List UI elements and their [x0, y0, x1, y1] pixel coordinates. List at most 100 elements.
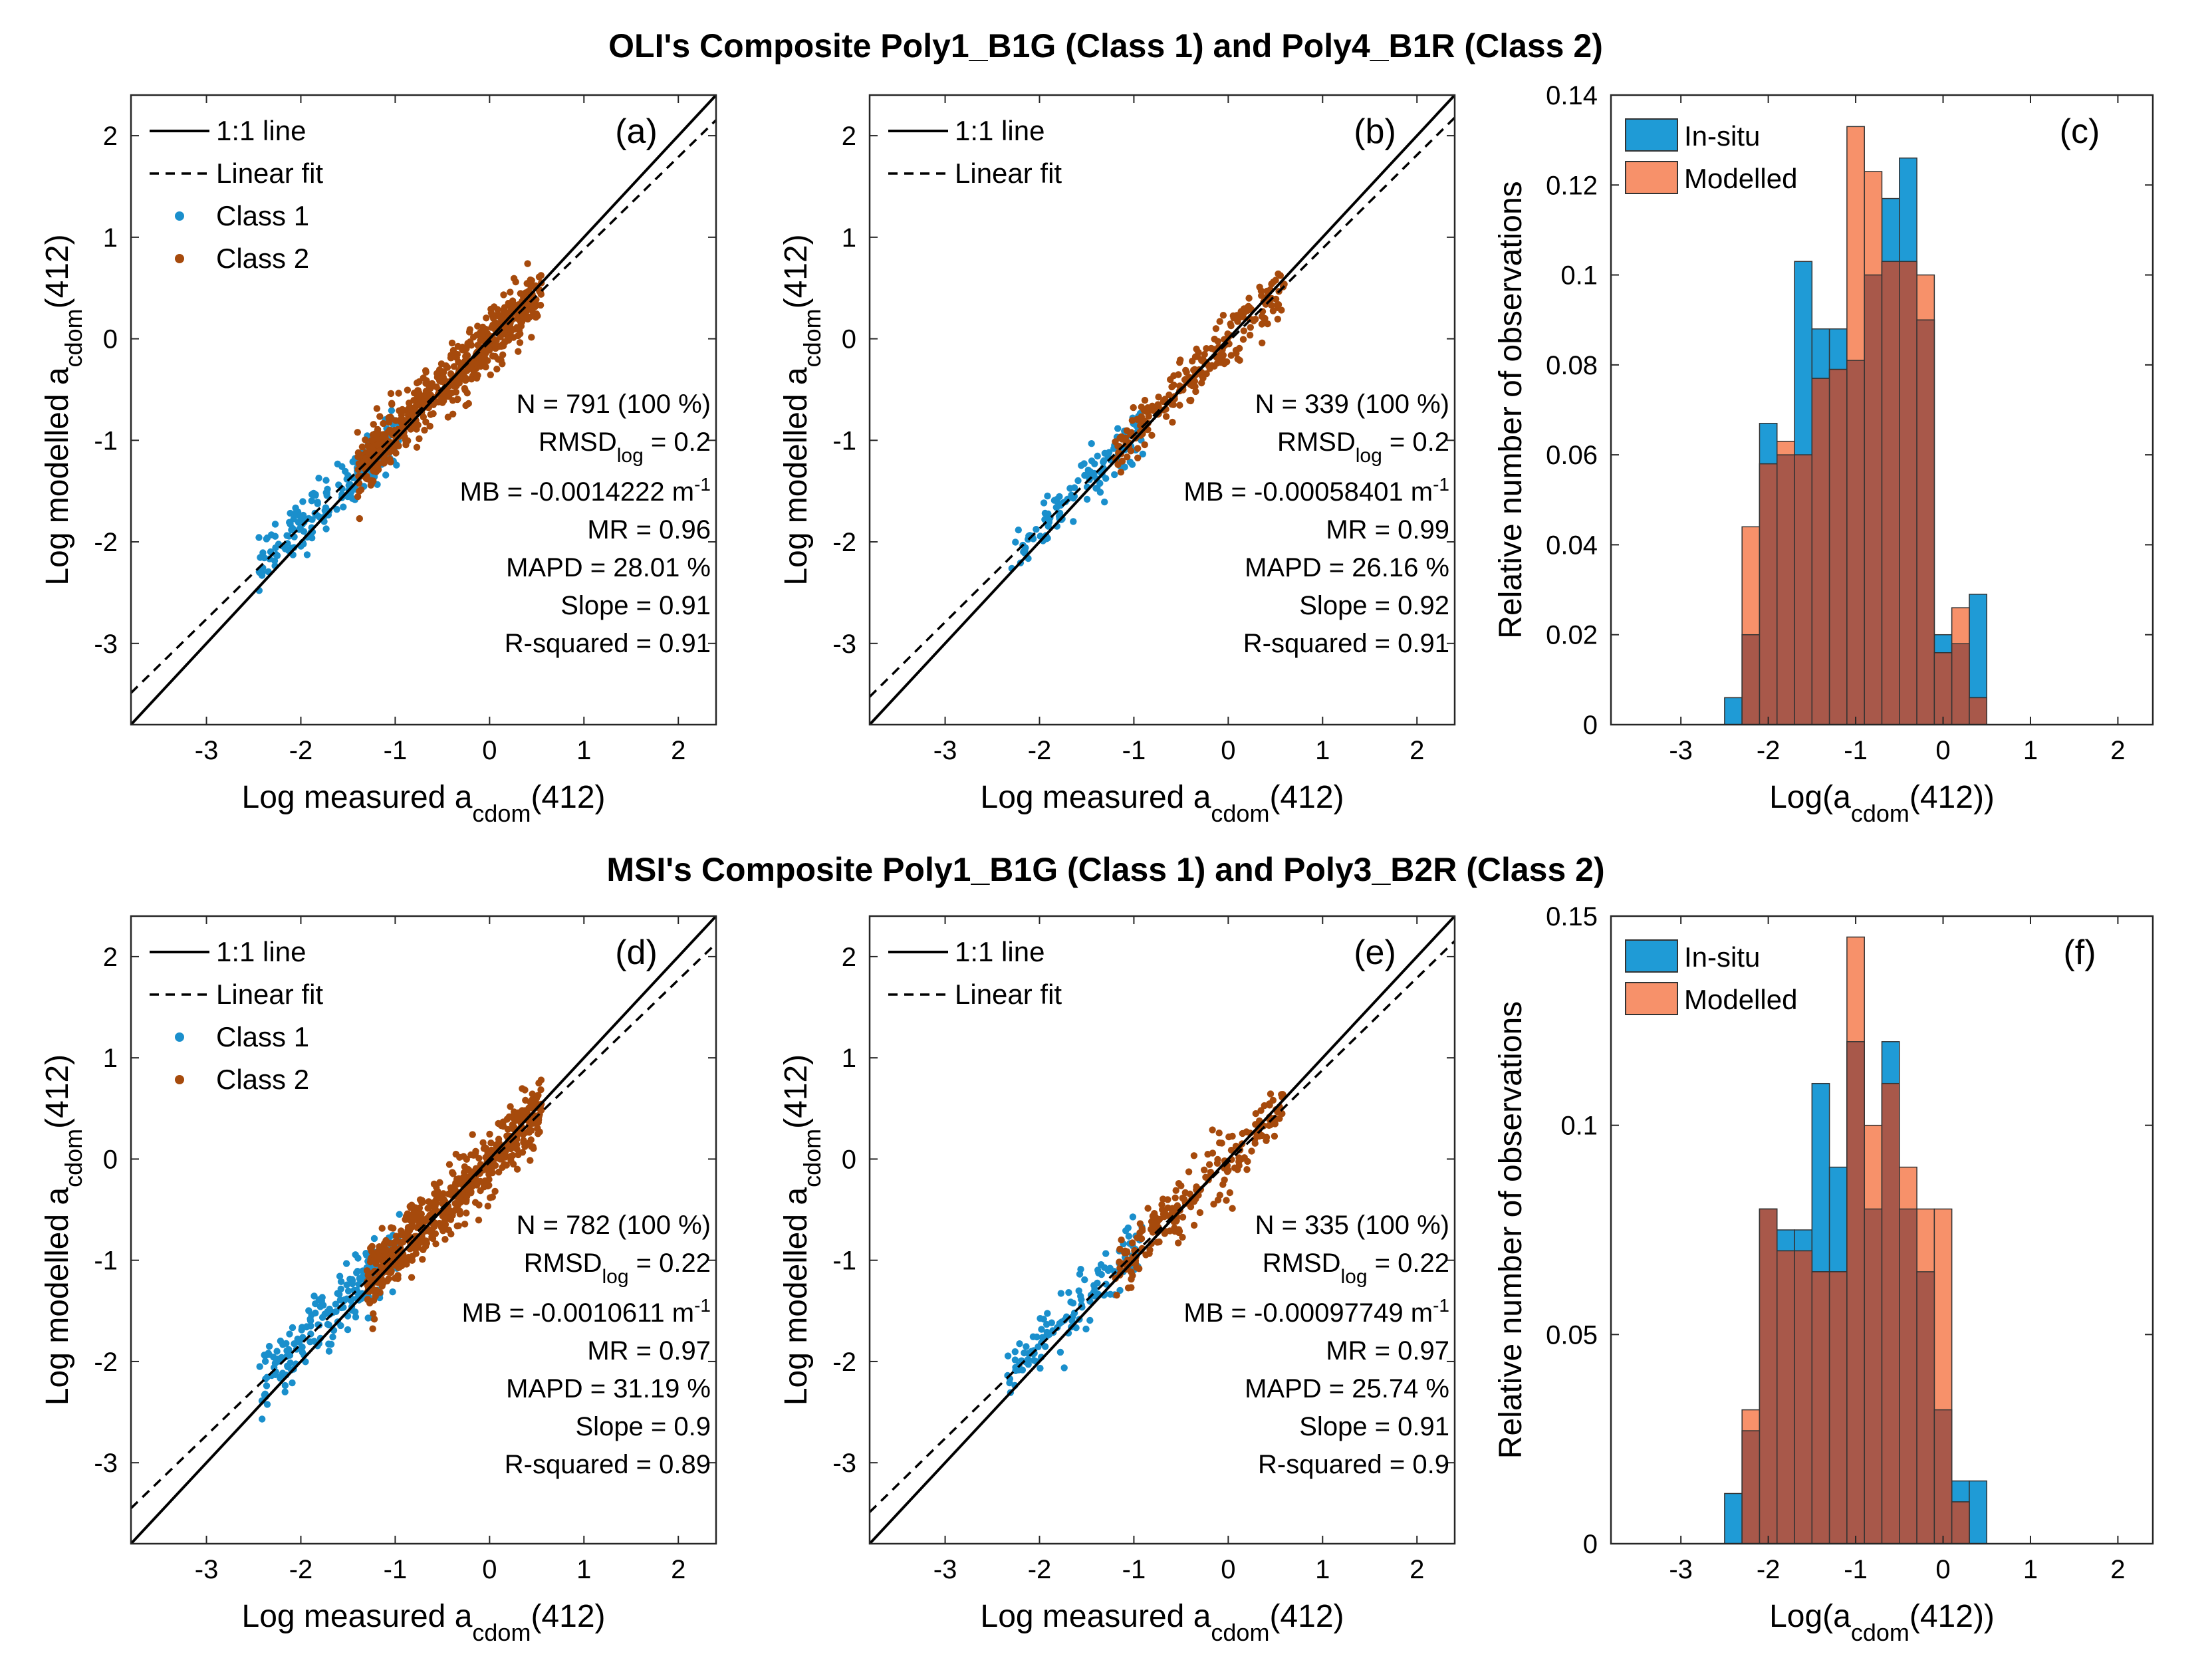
- class1-point: [1070, 518, 1077, 525]
- class2-point: [489, 1193, 496, 1201]
- class2-point: [1169, 1208, 1176, 1216]
- class1-point: [316, 1303, 324, 1310]
- y-tick-label: 0: [842, 1145, 856, 1174]
- class2-point: [1113, 1292, 1120, 1299]
- class2-point: [1117, 469, 1125, 476]
- class2-point: [1175, 1226, 1183, 1233]
- class1-point: [1033, 526, 1040, 533]
- class2-point: [516, 339, 524, 346]
- class2-point: [507, 289, 514, 296]
- class2-point: [473, 374, 481, 382]
- class2-point: [1201, 1166, 1208, 1174]
- class1-point: [291, 1340, 298, 1348]
- class2-point: [426, 422, 433, 430]
- class1-point: [337, 1322, 344, 1330]
- class1-point: [325, 1340, 332, 1348]
- class2-point: [453, 354, 460, 362]
- class2-point: [537, 301, 545, 309]
- one-to-one-line: [131, 95, 716, 725]
- class2-point: [386, 458, 394, 465]
- class2-point: [535, 1092, 542, 1099]
- class2-point: [507, 328, 515, 335]
- overlap-bar: [1864, 274, 1883, 725]
- x-tick-label: -3: [1669, 1555, 1693, 1584]
- class2-point: [464, 1165, 472, 1173]
- class2-point: [1227, 1146, 1235, 1154]
- class2-point: [477, 1187, 484, 1195]
- class2-point: [526, 1139, 533, 1147]
- class1-point: [1040, 499, 1048, 507]
- class2-point: [1226, 1189, 1234, 1197]
- insitu-bar: [1969, 1480, 1987, 1544]
- class2-point: [513, 1145, 521, 1153]
- y-tick-label: -2: [94, 1348, 118, 1377]
- class2-point: [1258, 320, 1266, 328]
- legend: 1:1 line Linear fit: [888, 936, 1062, 1010]
- class1-point: [271, 521, 279, 528]
- class2-point: [1216, 318, 1223, 325]
- class2-point: [412, 1204, 419, 1211]
- class1-point: [396, 1211, 403, 1218]
- class2-point: [529, 1103, 537, 1111]
- class1-point: [1070, 484, 1078, 491]
- plot-content: [131, 95, 716, 725]
- class2-point: [1247, 324, 1255, 331]
- class2-point: [522, 1096, 529, 1104]
- panel-label: (b): [1354, 112, 1396, 151]
- class2-point: [480, 1180, 487, 1187]
- class2-point: [1130, 404, 1137, 412]
- class2-point: [484, 1203, 491, 1210]
- class2-point: [388, 1224, 395, 1231]
- class1-point: [1069, 1299, 1077, 1307]
- class2-point: [455, 378, 462, 386]
- y-tick-label: 1: [842, 223, 856, 253]
- class2-point: [414, 401, 422, 408]
- x-tick-label: -2: [1757, 1555, 1781, 1584]
- legend: In-situ Modelled: [1625, 939, 1797, 1015]
- x-tick-label: 2: [2110, 1555, 2125, 1584]
- x-tick-label: -2: [1028, 1555, 1052, 1584]
- y-axis-label: Log modelled acdom(412): [40, 234, 87, 585]
- class2-point: [405, 1211, 413, 1219]
- class1-point: [1102, 475, 1110, 482]
- class1-point: [259, 549, 267, 556]
- class2-point: [441, 1236, 449, 1243]
- class2-point: [1213, 359, 1221, 367]
- class2-point: [515, 332, 522, 340]
- class1-point: [1077, 1266, 1084, 1273]
- axes-frame: [868, 94, 1456, 726]
- class2-point: [468, 364, 475, 372]
- class1-point: [1088, 440, 1095, 447]
- class2-point: [421, 426, 428, 434]
- class1-point: [1086, 1316, 1094, 1324]
- class1-point: [1016, 1340, 1023, 1348]
- class2-point: [1149, 1229, 1157, 1236]
- class2-point: [524, 260, 531, 267]
- class2-point: [537, 1086, 545, 1094]
- legend-label: 1:1 line: [955, 115, 1045, 146]
- class2-point: [1194, 353, 1201, 360]
- class1-point: [1025, 1356, 1032, 1364]
- class2-point: [477, 337, 484, 344]
- class2-point: [1118, 457, 1126, 465]
- class2-point: [493, 337, 500, 344]
- class1-point: [299, 515, 307, 523]
- stat-mb: MB = -0.0010611 m-1: [462, 1295, 711, 1328]
- class2-point: [479, 332, 486, 339]
- class1-point: [1094, 452, 1101, 460]
- class2-point: [497, 342, 505, 350]
- class2-point: [1205, 1161, 1213, 1168]
- class2-point: [370, 1310, 377, 1318]
- x-tick-label: 0: [1935, 1555, 1950, 1584]
- class1-point: [1060, 1364, 1068, 1372]
- class2-point: [467, 1151, 475, 1159]
- class2-point: [489, 352, 497, 360]
- class1-point: [1116, 1286, 1124, 1294]
- class1-point: [1083, 495, 1091, 503]
- class2-point: [395, 1238, 402, 1245]
- class2-point: [422, 368, 430, 376]
- class2-point: [1252, 315, 1259, 323]
- class1-point: [352, 1251, 359, 1258]
- panel-label: (c): [2060, 112, 2100, 151]
- class2-point: [1203, 345, 1210, 352]
